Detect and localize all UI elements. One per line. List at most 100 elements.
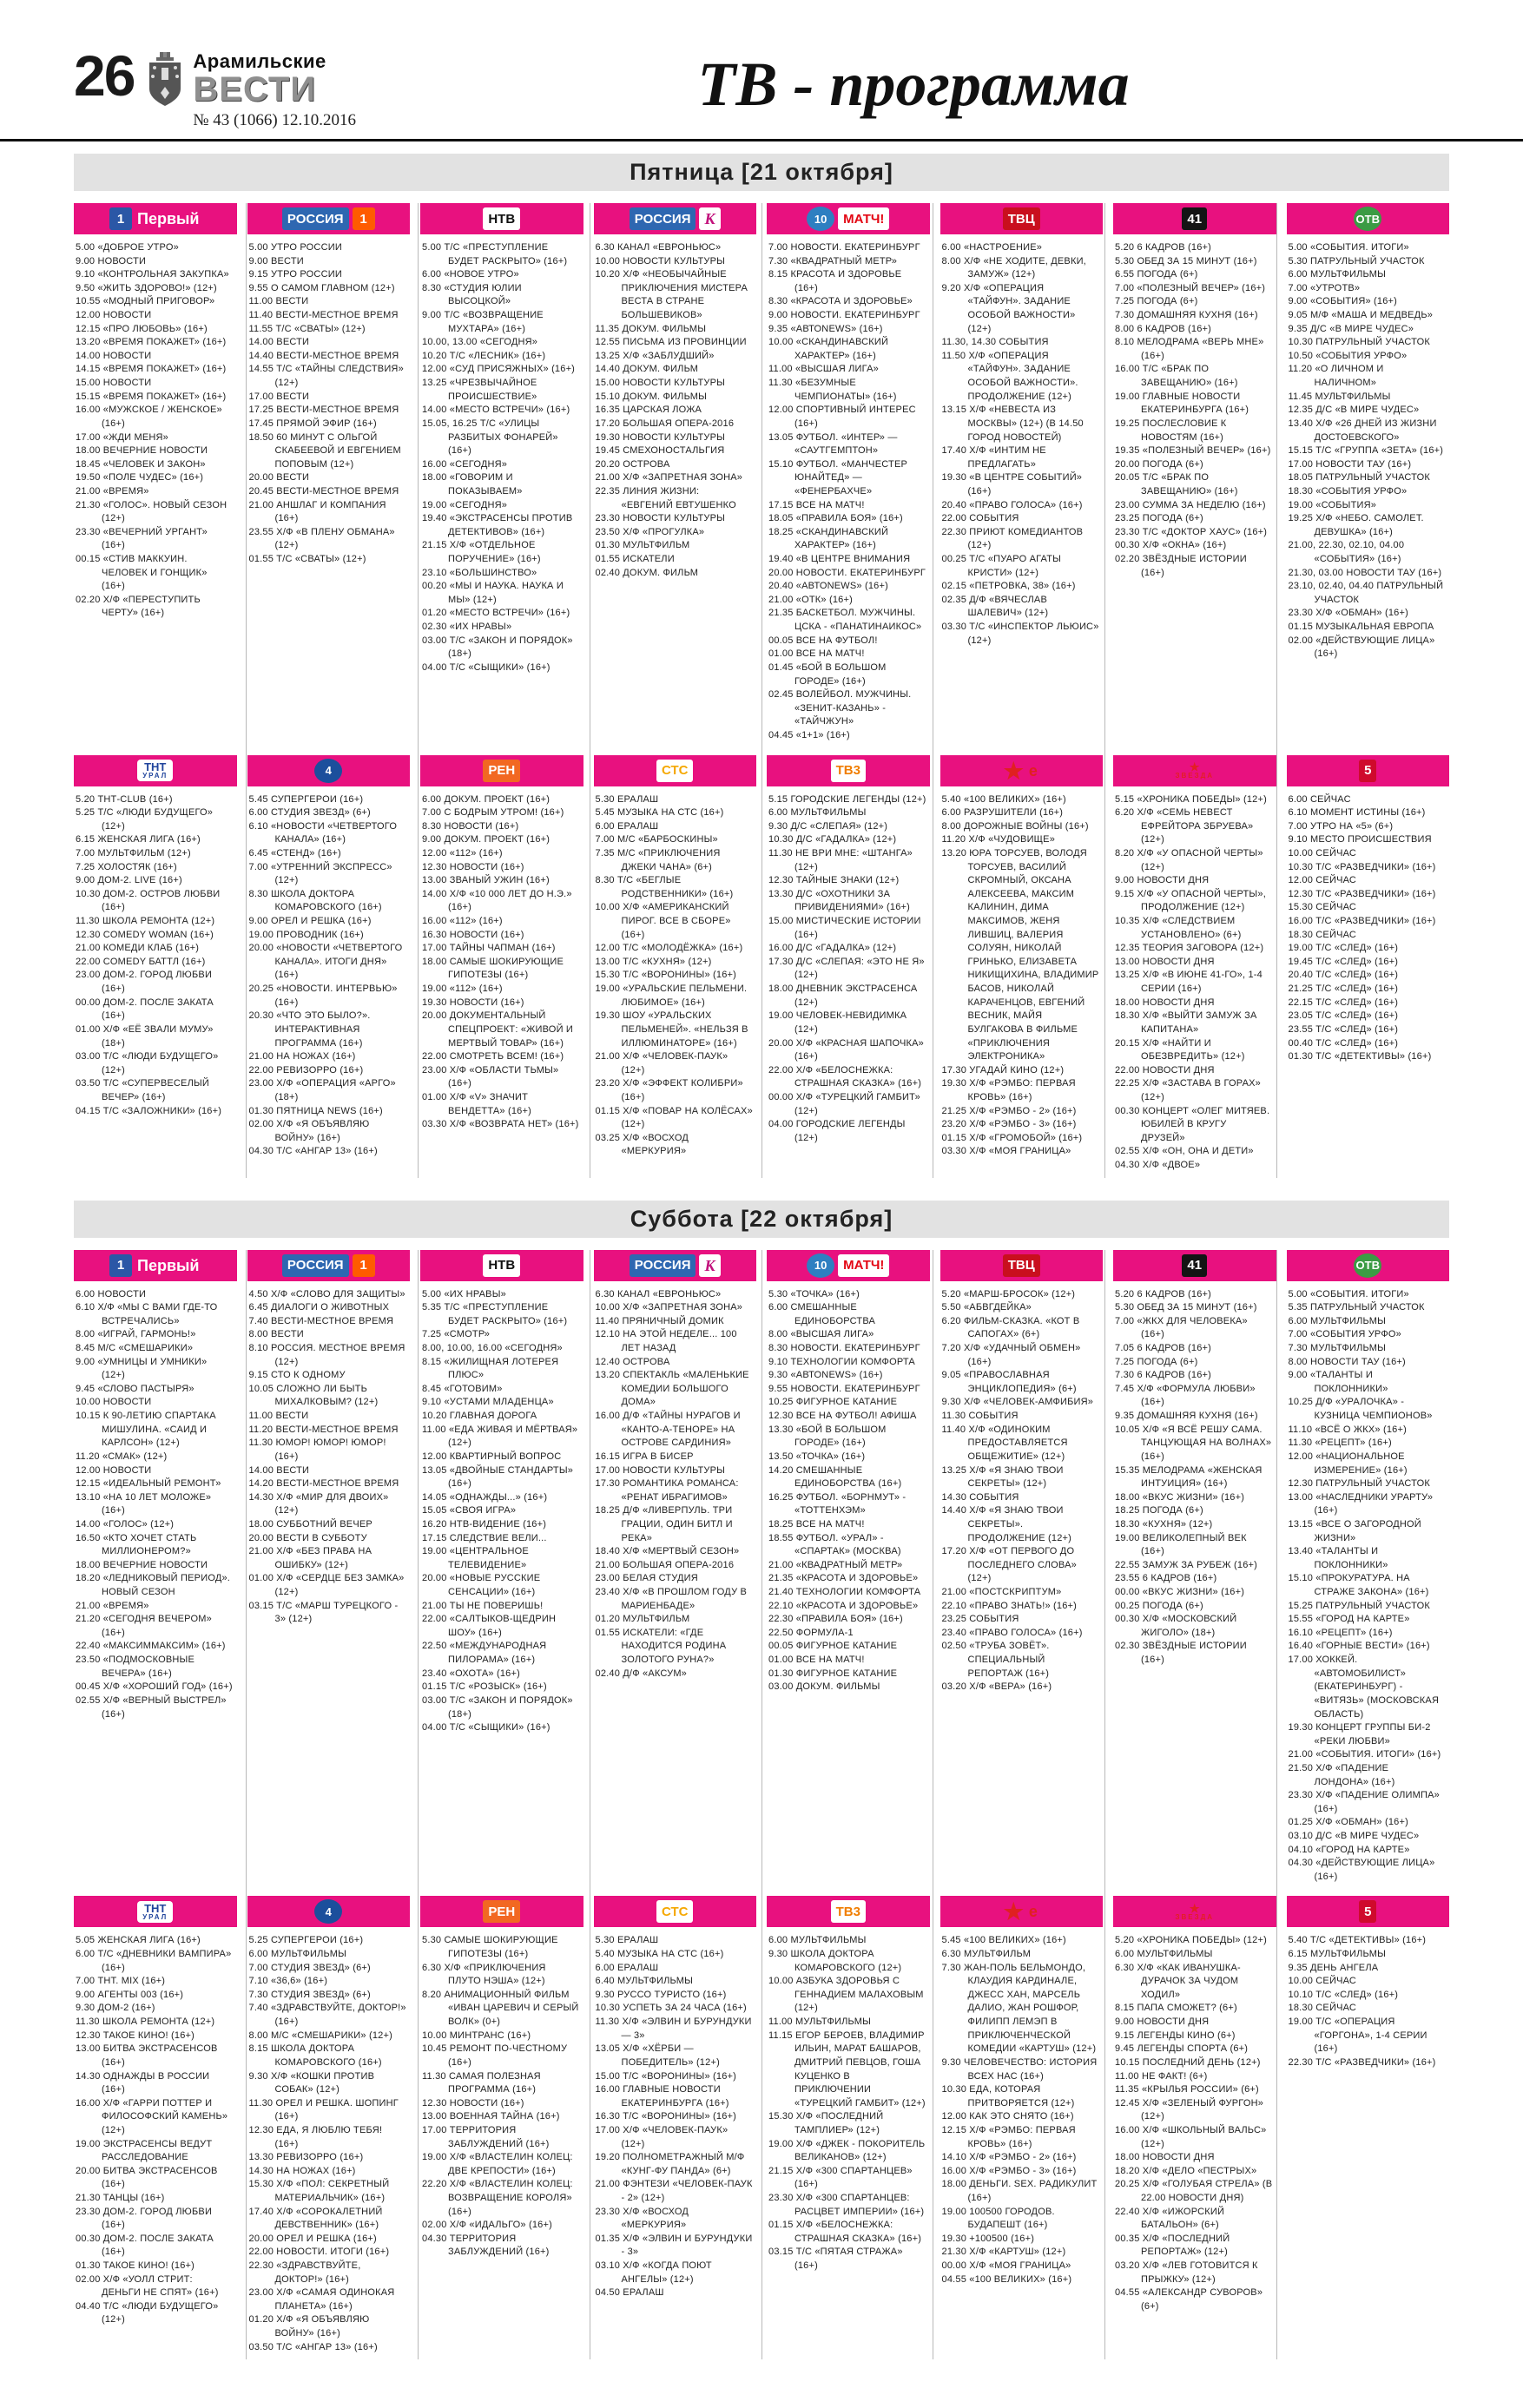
program-item: 00.30 ДОМ-2. ПОСЛЕ ЗАКАТА (16+) (76, 2233, 214, 2258)
program-item: 18.00 «ВКУС ЖИЗНИ» (16+) (1115, 1491, 1245, 1503)
program-item: 16.20 НТВ-ВИДЕНИЕ (16+) (422, 1518, 547, 1530)
program-item: 8.00 «ИГРАЙ, ГАРМОНЬ!» (76, 1329, 196, 1340)
program-item: 7.00 МУЛЬТФИЛЬМ (12+) (76, 847, 191, 859)
program-item: 14.00 Х/Ф «10 000 ЛЕТ ДО Н.Э.» (16+) (422, 888, 572, 913)
program-item: 8.00 ДОРОЖНЫЕ ВОЙНЫ (16+) (941, 820, 1089, 832)
program-item: 12.00 «НАЦИОНАЛЬНОЕ ИЗМЕРЕНИЕ» (16+) (1288, 1451, 1408, 1476)
program-item: 8.45 «ГОТОВИМ» (422, 1383, 503, 1394)
program-item: 21.00 «ПОСТСКРИПТУМ» (941, 1587, 1062, 1598)
program-item: 21.00 «КВАДРАТНЫЙ МЕТР» (768, 1559, 903, 1570)
program-item: 19.00 ПРОВОДНИК (16+) (248, 929, 364, 940)
program-item: 10.15 К 90-ЛЕТИЮ СПАРТАКА МИШУЛИНА. «САИ… (76, 1411, 216, 1449)
program-item: 11.35 «КРЫЛЬЯ РОССИИ» (6+) (1115, 2084, 1259, 2095)
program-list-tv3: 5.15 ГОРОДСКИЕ ЛЕГЕНДЫ (12+) 6.00 МУЛЬТФИ… (767, 793, 930, 1178)
program-item: 13.50 «ТОЧКА» (16+) (768, 1451, 866, 1462)
program-item: 9.55 НОВОСТИ. ЕКАТЕРИНБУРГ (768, 1383, 920, 1394)
program-item: 6.00 «НОВОЕ УТРО» (422, 269, 519, 280)
program-item: 14.40 Х/Ф «Я ЗНАЮ ТВОИ СЕКРЕТЫ». ПРОДОЛЖ… (941, 1505, 1072, 1543)
program-item: 7.25 «СМОТР» (422, 1329, 491, 1340)
program-item: 20.30 «ЧТО ЭТО БЫЛО?». ИНТЕРАКТИВНАЯ ПРО… (248, 1010, 371, 1049)
first-channel-icon: 1 (109, 1253, 133, 1277)
kanal-10-icon: 10 (807, 1253, 835, 1278)
program-item: 18.00 «ГОВОРИМ И ПОКАЗЫВАЕМ» (422, 472, 523, 497)
program-item: 12.30 ТАКОЕ КИНО! (16+) (76, 2030, 195, 2041)
program-item: 13.40 Х/Ф «26 ДНЕЙ ИЗ ЖИЗНИ ДОСТОЕВСКОГО… (1288, 418, 1437, 443)
zvezda-star-icon: ★ ЗВЕЗДА (1175, 1901, 1215, 1921)
program-item: 11.30 ОРЕЛ И РЕШКА. ШОПИНГ (16+) (248, 2097, 399, 2122)
sts-icon: СТС (656, 759, 694, 782)
kanal-5-icon: 5 (1359, 1900, 1377, 1924)
program-item: 15.25 ПАТРУЛЬНЫЙ УЧАСТОК (1288, 1600, 1430, 1611)
program-item: 10.30 Т/С «РАЗВЕДЧИКИ» (16+) (1288, 861, 1436, 872)
program-item: 9.00 ВЕСТИ (248, 255, 304, 266)
program-item: 21.00 Х/Ф «БЕЗ ПРАВА НА ОШИБКУ» (12+) (248, 1546, 373, 1570)
program-item: 19.00 ГЛАВНЫЕ НОВОСТИ ЕКАТЕРИНБУРГА (16+… (1115, 391, 1249, 416)
program-item: 5.30 ОБЕД ЗА 15 МИНУТ (16+) (1115, 1302, 1257, 1313)
channel-banner-first: 1 Первый (74, 1249, 237, 1281)
program-item: 8.30 НОВОСТИ (16+) (422, 820, 519, 832)
program-item: 9.00 АГЕНТЫ 003 (16+) (76, 1989, 184, 2000)
program-item: 04.40 Т/С «ЛЮДИ БУДУЩЕГО» (12+) (76, 2300, 219, 2326)
program-item: 8.10 РОССИЯ. МЕСТНОЕ ВРЕМЯ (12+) (248, 1343, 405, 1367)
program-item: 21.20 «СЕГОДНЯ ВЕЧЕРОМ» (16+) (76, 1614, 212, 1638)
program-item: 10.30 ДОМ-2. ОСТРОВ ЛЮБВИ (16+) (76, 888, 221, 913)
program-item: 5.00 Т/С «ПРЕСТУПЛЕНИЕ БУДЕТ РАСКРЫТО» (… (422, 242, 568, 266)
program-item: 21.00 «СОБЫТИЯ. ИТОГИ» (16+) (1288, 1749, 1441, 1760)
che-wordmark: е (1028, 1903, 1038, 1921)
program-item: 8.30 НОВОСТИ. ЕКАТЕРИНБУРГ (768, 1343, 920, 1354)
program-item: 19.30 КОНЦЕРТ ГРУППЫ БИ-2 «РЕКИ ЛЮБВИ» (1288, 1722, 1431, 1747)
program-item: 23.10, 02.40, 04.40 ПАТРУЛЬНЫЙ УЧАСТОК (1288, 581, 1444, 605)
program-item: 14.20 СМЕШАННЫЕ ЕДИНОБОРСТВА (16+) (768, 1464, 902, 1490)
program-list-tvc: 6.00 «НАСТРОЕНИЕ» 8.00 Х/Ф «НЕ ХОДИТЕ, ДЕ… (940, 241, 1104, 748)
program-item: 10.35 Х/Ф «СЛЕДСТВИЕМ УСТАНОВЛЕНО» (6+) (1115, 916, 1242, 940)
program-item: 7.00 С БОДРЫМ УТРОМ! (16+) (422, 807, 564, 819)
channel-banner-sts: СТС (593, 1896, 756, 1928)
program-item: 15.05 «СВОЯ ИГРА» (422, 1505, 517, 1517)
program-item: 21.15 Х/Ф «300 СПАРТАНЦЕВ» (16+) (768, 2165, 913, 2190)
program-item: 11.30 НЕ ВРИ МНЕ: «ШТАНГА» (12+) (768, 847, 913, 872)
program-item: 18.30 СЕЙЧАС (1288, 929, 1357, 940)
program-item: 01.00 ВСЕ НА МАТЧ! (768, 648, 865, 660)
program-item: 5.15 «ХРОНИКА ПОБЕДЫ» (12+) (1115, 793, 1267, 805)
che-star-icon: ★ (1003, 757, 1024, 784)
program-list-ntv: 5.00 «ИХ НРАВЫ» 5.35 Т/С «ПРЕСТУПЛЕНИЕ БУ… (420, 1288, 583, 1890)
program-item: 00.30 КОНЦЕРТ «ОЛЕГ МИТЯЕВ. ЮБИЛЕЙ В КРУ… (1115, 1105, 1270, 1143)
program-item: 9.35 «АВТОNEWS» (16+) (768, 323, 883, 334)
program-item: 19.25 ПОСЛЕСЛОВИЕ К НОВОСТЯМ (16+) (1115, 418, 1227, 443)
program-item: 6.00 ДОКУМ. ПРОЕКТ (16+) (422, 793, 551, 805)
program-item: 18.30 «КУХНЯ» (12+) (1115, 1518, 1213, 1530)
channel-banner-ntv: НТВ (420, 1249, 583, 1281)
ntv-wordmark: НТВ (483, 207, 521, 230)
program-item: 6.00 СТУДИЯ ЗВЕЗД» (6+) (248, 807, 371, 819)
program-item: 20.40 «ПРАВО ГОЛОСА» (16+) (941, 499, 1083, 510)
program-item: 7.00 «ЖКХ ДЛЯ ЧЕЛОВЕКА» (16+) (1115, 1315, 1248, 1340)
program-item: 9.30 Д/С «СЛЕПАЯ» (12+) (768, 820, 888, 832)
program-item: 6.00 МУЛЬТФИЛЬМЫ (248, 1949, 347, 1960)
program-item: 20.00 ДОКУМЕНТАЛЬНЫЙ СПЕЦПРОЕКТ: «ЖИВОЙ … (422, 1010, 574, 1049)
program-item: 11.00 НЕ ФАКТ! (6+) (1115, 2070, 1208, 2082)
program-item: 9.00 «ТАЛАНТЫ И ПОКЛОННИКИ» (1288, 1370, 1388, 1394)
program-item: 03.10 Х/Ф «КОГДА ПОЮТ АНГЕЛЫ» (12+) (595, 2260, 712, 2285)
program-item: 22.00 «САЛТЫКОВ-ЩЕДРИН ШОУ» (16+) (422, 1614, 557, 1638)
rossiya-wordmark: РОССИЯ (281, 1253, 349, 1277)
program-item: 18.00 САМЫЕ ШОКИРУЮЩИЕ ГИПОТЕЗЫ (16+) (422, 956, 564, 981)
program-item: 7.00 СТУДИЯ ЗВЕЗД» (6+) (248, 1962, 371, 1973)
channel-banner-kanal4: 4 (247, 754, 410, 786)
program-item: 5.35 Т/С «ПРЕСТУПЛЕНИЕ БУДЕТ РАСКРЫТО» (… (422, 1302, 568, 1326)
program-item: 11.00 ВЕСТИ (248, 1411, 309, 1422)
program-item: 14.00 НОВОСТИ (76, 350, 152, 361)
program-item: 6.00 Т/С «ДНЕВНИКИ ВАМПИРА» (16+) (76, 1949, 232, 1973)
program-item: 17.20 Х/Ф «ОТ ПЕРВОГО ДО ПОСЛЕДНЕГО СЛОВ… (941, 1546, 1077, 1584)
program-item: 20.25 «НОВОСТИ. ИНТЕРВЬЮ» (16+) (248, 984, 398, 1008)
channel-banner-zvezda: ★ ЗВЕЗДА (1113, 1896, 1276, 1928)
program-item: 12.30 ПАТРУЛЬНЫЙ УЧАСТОК (1288, 1478, 1430, 1490)
program-item: 5.45 «100 ВЕЛИКИХ» (16+) (941, 1935, 1066, 1946)
program-item: 03.30 Т/С «ИНСПЕКТОР ЛЬЮИС» (12+) (941, 622, 1099, 646)
tvc-wordmark: ТВЦ (1002, 1253, 1040, 1277)
program-item: 16.30 НОВОСТИ (16+) (422, 929, 524, 940)
program-item: 11.45 МУЛЬТФИЛЬМЫ (1288, 391, 1391, 402)
program-item: 8.15 ПАПА СМОЖЕТ? (6+) (1115, 2003, 1237, 2014)
program-item: 22.35 ЛИНИЯ ЖИЗНИ: «ЕВГЕНИЙ ЕВТУШЕНКО (595, 485, 736, 510)
program-item: 5.00 «ДОБРОЕ УТРО» (76, 242, 179, 253)
program-item: 7.30 6 КАДРОВ (16+) (1115, 1370, 1212, 1381)
